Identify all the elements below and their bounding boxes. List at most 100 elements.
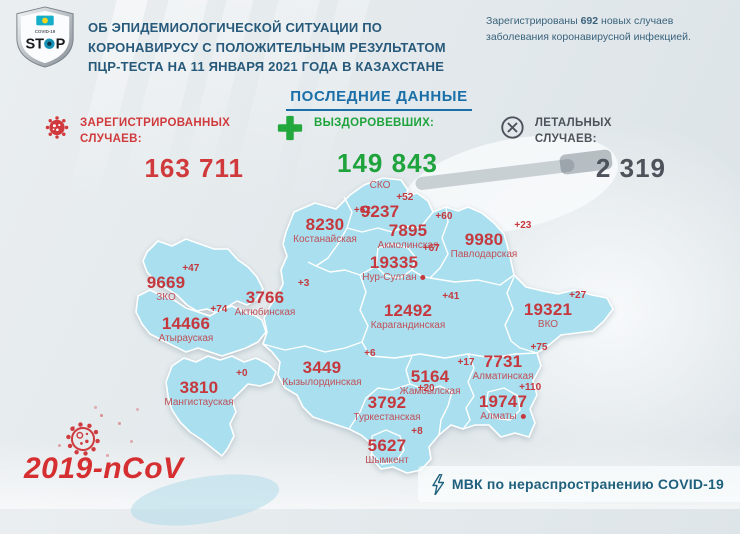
- region-name: Шымкент: [365, 455, 409, 467]
- map-region-label-almaty: +110 19747 Алматы: [478, 383, 541, 424]
- region-delta: +60: [435, 211, 453, 222]
- region-name: ЗКО: [156, 292, 176, 304]
- kazakhstan-map: [135, 177, 614, 474]
- region-name: Мангистауская: [164, 397, 234, 409]
- city-dot-icon: [520, 414, 526, 420]
- region-delta: +67: [422, 243, 440, 254]
- region-name: Актюбинская: [234, 307, 296, 319]
- region-value: 19747: [478, 392, 528, 411]
- recovered-stat: ВЫЗДОРОВЕВШИХ: 149 843: [276, 114, 438, 179]
- region-value: 19335: [369, 253, 419, 272]
- region-value: 3792: [367, 393, 407, 412]
- region-name: Костанайская: [293, 234, 357, 246]
- region-name: Павлодарская: [450, 249, 518, 261]
- committee-label: МВК по нераспространению COVID-19: [451, 476, 724, 492]
- region-value: 5164: [410, 367, 450, 386]
- city-dot-icon: [420, 275, 426, 281]
- registered-value: 163 711: [144, 153, 244, 184]
- svg-text:P: P: [56, 37, 66, 53]
- region-delta: +20: [417, 383, 435, 394]
- map-region-label-shymkent: +8 5627 Шымкент: [365, 427, 422, 468]
- map-labels-layer: СКО +52 9237 +62 8230 Костанайская +60 7895 Акмо…: [146, 180, 586, 468]
- covid-stop-logo: COVID-19 ST P: [11, 5, 79, 74]
- region-value: 8230: [305, 215, 345, 234]
- fatal-stat: ЛЕТАЛЬНЫХ СЛУЧАЕВ: 2 319: [500, 114, 666, 184]
- region-delta: +3: [297, 278, 310, 289]
- region-name: Алматинская: [472, 371, 534, 383]
- map-region-label-akmolinskaya: +60 7895 Акмолинская: [377, 212, 453, 253]
- logo-stop-label: ST: [25, 37, 44, 53]
- map-region-label-turkestanskaya: +20 3792 Туркестанская: [353, 384, 434, 425]
- map-region-label-mangistauskaya: +0 3810 Мангистауская: [164, 369, 247, 410]
- recovered-label: ВЫЗДОРОВЕВШИХ:: [314, 117, 435, 129]
- region-value: 9669: [146, 273, 186, 292]
- virus-icon: [45, 116, 69, 139]
- region-name: СКО: [369, 180, 391, 191]
- page-title: ОБ ЭПИДЕМИОЛОГИЧЕСКОЙ СИТУАЦИИ ПО КОРОНА…: [88, 20, 446, 74]
- region-name: Кызылординская: [282, 377, 362, 389]
- map-region-nur-sultan: [375, 243, 417, 279]
- region-value: 3766: [245, 288, 285, 307]
- region-delta: +17: [457, 357, 475, 368]
- region-value: 5627: [367, 436, 407, 455]
- lightning-icon: [432, 473, 444, 495]
- logo-covid-label: COVID-19: [35, 29, 56, 34]
- circle-x-icon: [501, 116, 524, 139]
- map-main-landmass: [262, 177, 614, 474]
- region-delta: +27: [569, 290, 587, 301]
- region-value: 3449: [302, 358, 342, 377]
- map-region-label-sko: СКО +52 9237: [360, 180, 414, 221]
- region-name: Алматы: [480, 411, 526, 424]
- region-name: Нур-Султан: [362, 272, 426, 285]
- region-name: Жамбылская: [399, 386, 461, 398]
- virus-outline-icon: [60, 416, 106, 467]
- map-region-zko: [142, 238, 264, 314]
- region-value: 7731: [483, 352, 523, 371]
- region-delta: +23: [514, 220, 532, 231]
- new-cases-note: Зарегистрированы 692 новых случаев забол…: [486, 15, 691, 44]
- map-region-almaty-city: [485, 387, 521, 421]
- region-delta: +110: [519, 382, 542, 393]
- region-delta: +74: [210, 304, 228, 315]
- map-region-label-zko: +47 9669 ЗКО: [146, 264, 200, 305]
- region-delta: +6: [364, 348, 376, 359]
- region-delta: +47: [182, 263, 200, 274]
- region-value: 3810: [179, 378, 219, 397]
- region-name: Акмолинская: [377, 240, 439, 252]
- map-region-label-karagandinskaya: +41 12492 Карагандинская: [370, 292, 460, 333]
- region-delta: +75: [530, 342, 548, 353]
- map-region-label-almatinskaya: +75 7731 Алматинская: [472, 343, 548, 384]
- region-name: Карагандинская: [370, 320, 446, 332]
- region-delta: +0: [236, 368, 248, 379]
- region-value: 19321: [523, 300, 573, 319]
- map-region-label-nur-sultan: +67 19335 Нур-Султан: [362, 244, 439, 285]
- region-delta: +8: [411, 426, 423, 437]
- map-region-label-atyrauskaya: +74 14466 Атырауская: [158, 305, 228, 346]
- map-region-label-pavlodarskaya: +23 9980 Павлодарская: [450, 221, 532, 262]
- latest-data-heading: ПОСЛЕДНИЕ ДАННЫЕ: [0, 88, 740, 111]
- registered-label: ЗАРЕГИСТРИРОВАННЫХ СЛУЧАЕВ:: [80, 117, 231, 145]
- map-region-label-kostanayskaya: +62 8230 Костанайская: [293, 206, 371, 247]
- new-cases-count: 692: [580, 15, 599, 27]
- fatal-value: 2 319: [595, 153, 666, 184]
- map-region-shymkent: [371, 429, 405, 465]
- fatal-label: ЛЕТАЛЬНЫХ СЛУЧАЕВ:: [534, 117, 612, 145]
- region-name: Атырауская: [158, 333, 214, 345]
- recovered-value: 149 843: [337, 148, 438, 178]
- virus-brand-label: 2019-nCoV: [24, 452, 184, 485]
- region-delta: +52: [396, 191, 414, 203]
- region-name: ВКО: [537, 319, 559, 331]
- map-region-label-kyzylordinskaya: +6 3449 Кызылординская: [282, 349, 375, 390]
- region-delta: +41: [442, 291, 460, 302]
- region-value: 9980: [464, 230, 504, 249]
- region-value: 7895: [388, 221, 428, 240]
- map-region-label-zhambylskaya: +17 5164 Жамбылская: [399, 358, 475, 399]
- region-value: 9237: [360, 201, 400, 221]
- plus-icon: [277, 115, 303, 141]
- region-value: 12492: [383, 301, 433, 320]
- region-value: 14466: [161, 314, 211, 333]
- map-region-label-vko: +27 19321 ВКО: [523, 291, 586, 332]
- map-region-mangystau: [165, 355, 277, 457]
- map-region-label-aktyubinskaya: +3 3766 Актюбинская: [234, 279, 310, 320]
- registered-stat: ЗАРЕГИСТРИРОВАННЫХ СЛУЧАЕВ: 163 711: [44, 114, 244, 184]
